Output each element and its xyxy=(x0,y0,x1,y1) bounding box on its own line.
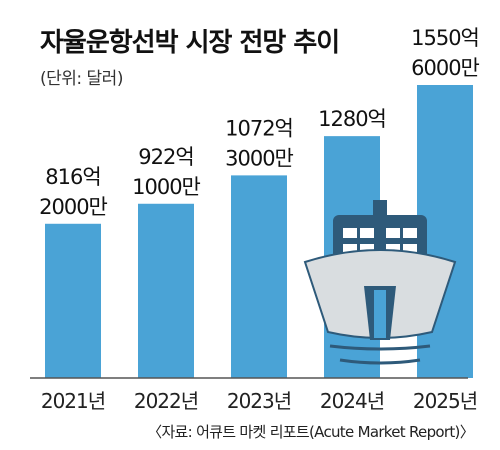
data-label-0-1: 2000만 xyxy=(39,195,107,219)
bar-1 xyxy=(138,203,194,378)
x-tick-label-0: 2021년 xyxy=(41,389,105,413)
unit-label: (단위: 달러) xyxy=(40,69,123,89)
chart-title: 자율운항선박 시장 전망 추이 xyxy=(40,28,340,58)
x-tick-labels-group: 2021년 2022년 2023년 2024년 2025년 xyxy=(41,389,478,413)
x-tick-label-1: 2022년 xyxy=(134,389,198,413)
x-tick-label-3: 2024년 xyxy=(320,389,384,413)
bar-0 xyxy=(45,223,101,378)
x-tick-label-2: 2023년 xyxy=(227,389,291,413)
bar-2 xyxy=(231,175,287,378)
x-tick-label-4: 2025년 xyxy=(413,389,477,413)
data-labels-group: 816억 2000만 922억 1000만 1072억 3000만 1280억 1550억 60… xyxy=(39,26,480,219)
source-note: 〈자료: 어큐트 마켓 리포트(Acute Market Report)〉 xyxy=(147,423,475,441)
data-label-4-1: 6000만 xyxy=(411,56,479,80)
data-label-2-0: 1072억 xyxy=(225,116,293,140)
data-label-2-1: 3000만 xyxy=(225,146,293,170)
data-label-0-0: 816억 xyxy=(45,165,100,189)
data-label-3-0: 1280억 xyxy=(318,107,386,131)
ship-icon xyxy=(303,200,457,365)
data-label-1-1: 1000만 xyxy=(132,175,200,199)
data-label-4-0: 1550억 xyxy=(411,26,479,50)
data-label-1-0: 922억 xyxy=(138,145,193,169)
